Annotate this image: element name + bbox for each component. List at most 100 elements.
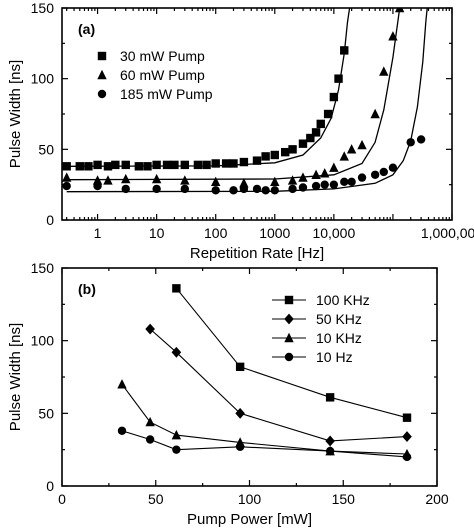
data-point (280, 147, 290, 157)
legend-label: 10 KHz (316, 330, 362, 346)
data-point (84, 162, 93, 171)
fit-curve (66, 8, 401, 181)
panel-label: (a) (78, 21, 95, 37)
data-point (152, 184, 161, 194)
data-point (171, 429, 182, 440)
data-point (370, 170, 380, 179)
data-point (121, 184, 130, 194)
series-diamond (145, 323, 412, 447)
legend-marker (97, 89, 107, 99)
data-point (325, 435, 335, 447)
data-point (261, 152, 270, 161)
data-point (316, 119, 325, 129)
series-triangle (117, 379, 412, 459)
panel-b: 0 50 100 150 0 50 100 150 200 Pump Power [mW] Puls… (7, 260, 449, 528)
data-point (340, 177, 349, 187)
x-tick-label: 200 (425, 491, 449, 507)
y-axis-label: Pulse Width [ns] (7, 323, 24, 431)
x-tick-label: 100 (204, 225, 228, 241)
data-point (252, 156, 262, 165)
x-tick-label: 1 (94, 225, 102, 241)
series-line (121, 430, 408, 458)
data-point (298, 172, 308, 182)
data-point (320, 180, 329, 189)
data-point (229, 186, 238, 195)
data-point (145, 323, 155, 335)
data-point (162, 160, 172, 170)
data-point (229, 159, 238, 168)
legend-label: 50 KHz (316, 311, 362, 327)
data-point (235, 407, 245, 419)
data-point (211, 176, 221, 187)
data-point (329, 180, 339, 189)
y-tick-label: 0 (46, 212, 54, 228)
data-point (172, 445, 181, 454)
data-point (261, 186, 270, 195)
y-tick-label: 0 (46, 478, 54, 494)
data-point (357, 173, 367, 182)
data-point (111, 160, 120, 170)
data-point (145, 416, 155, 427)
data-point (270, 186, 279, 195)
series-circle (62, 8, 428, 195)
legend: 30 mW Pump 60 mW Pump 185 mW Pump (97, 48, 213, 102)
legend-label: 10 Hz (316, 349, 353, 365)
data-point (103, 175, 113, 185)
x-axis-label: Pump Power [mW] (187, 511, 312, 528)
legend-marker (284, 332, 294, 343)
data-point (75, 162, 84, 171)
data-point (346, 144, 357, 154)
data-point (311, 169, 321, 179)
data-point (211, 159, 220, 168)
data-point (145, 435, 155, 444)
y-tick-label: 150 (31, 260, 55, 276)
panel-label: (b) (78, 281, 96, 297)
data-point (172, 284, 181, 293)
legend-label: 60 mW Pump (120, 67, 205, 83)
data-point (62, 181, 71, 191)
x-tick-label: 10,000 (312, 225, 355, 241)
data-point (93, 181, 102, 191)
data-point (62, 162, 71, 171)
data-point (416, 135, 426, 144)
x-tick-label: 150 (332, 491, 356, 507)
x-tick-label: 10 (149, 225, 165, 241)
panel-a: 0 50 100 150 1 10 100 1000 10,000 1,000,000 Repeti… (7, 0, 474, 262)
data-point (239, 178, 249, 188)
data-point (270, 150, 279, 160)
legend: 100 KHz 50 KHz 10 KHz 10 Hz (272, 292, 370, 365)
data-point (323, 109, 333, 119)
x-tick-label: 100 (238, 491, 262, 507)
x-tick-label: 50 (148, 491, 164, 507)
legend-label: 30 mW Pump (120, 48, 205, 64)
data-point (388, 31, 398, 41)
data-point (402, 452, 412, 462)
legend-label: 185 mW Pump (120, 86, 213, 102)
data-point (334, 74, 343, 83)
data-point (180, 175, 190, 185)
data-point (239, 157, 249, 167)
data-point (134, 162, 144, 171)
series-line (121, 383, 408, 455)
data-point (340, 46, 349, 55)
data-point (339, 151, 349, 161)
series-square (172, 284, 412, 422)
data-point (221, 159, 231, 168)
data-point (329, 162, 339, 172)
data-point (193, 160, 203, 170)
data-point (347, 177, 356, 187)
data-point (320, 168, 330, 178)
y-tick-label: 100 (31, 71, 55, 87)
legend-marker (284, 313, 294, 325)
data-point (288, 184, 297, 194)
x-tick-label: 0 (58, 491, 66, 507)
data-point (171, 346, 182, 358)
data-point (298, 183, 308, 192)
data-point (298, 139, 308, 148)
data-point (311, 128, 321, 137)
data-point (325, 393, 335, 402)
data-point (325, 446, 335, 456)
x-tick-label: 1000 (259, 225, 290, 241)
legend-marker (284, 352, 294, 362)
